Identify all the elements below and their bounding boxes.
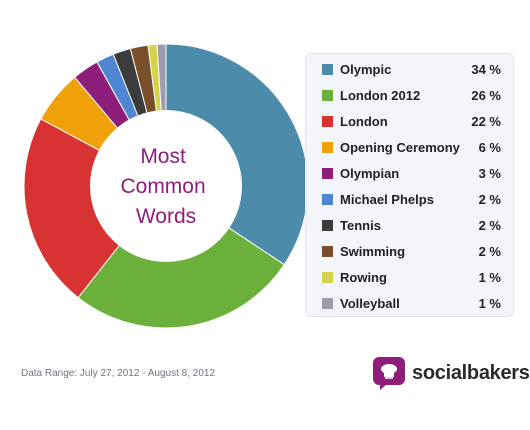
legend-item: Rowing 1 %: [322, 268, 501, 286]
legend-label: Olympian: [340, 165, 400, 181]
legend-item: Tennis 2 %: [322, 216, 501, 234]
legend-swatch: [322, 297, 333, 309]
legend-value: 34 %: [471, 61, 501, 77]
data-range-label: Data Range: July 27, 2012 - August 8, 20…: [21, 368, 216, 379]
legend-swatch: [322, 141, 333, 153]
socialbakers-logo-icon: [373, 357, 405, 390]
legend-swatch: [322, 89, 333, 101]
legend-label: Swimming: [340, 243, 406, 259]
legend-label: London 2012: [340, 87, 421, 103]
legend-item: Volleyball 1 %: [322, 294, 501, 312]
legend-value: 2 %: [478, 243, 501, 259]
legend-label: Olympic: [340, 61, 392, 77]
legend-swatch: [322, 245, 333, 257]
legend-swatch: [322, 167, 333, 179]
legend-swatch: [322, 115, 333, 127]
center-label-line: Words: [136, 205, 196, 228]
legend-value: 1 %: [478, 269, 501, 285]
legend-value: 2 %: [478, 191, 501, 207]
center-label: Most Common Words: [120, 145, 211, 228]
legend-label: Volleyball: [340, 295, 400, 311]
legend-item: London 2012 26 %: [322, 86, 501, 104]
legend-label: Rowing: [340, 269, 387, 285]
brand-name: socialbakers: [412, 361, 530, 384]
center-label-line: Most: [140, 145, 186, 168]
legend-value: 3 %: [478, 165, 501, 181]
legend-label: Tennis: [340, 217, 381, 233]
center-label-line: Common: [120, 175, 205, 198]
legend-label: Michael Phelps: [340, 191, 434, 207]
legend-swatch: [322, 219, 333, 231]
legend-item: Opening Ceremony 6 %: [322, 138, 501, 156]
legend: Olympic 34 % London 2012 26 % London 22 % Open…: [305, 53, 514, 317]
legend-value: 1 %: [478, 295, 501, 311]
legend-swatch: [322, 193, 333, 205]
legend-item: Olympic 34 %: [322, 60, 501, 78]
legend-swatch: [322, 63, 333, 75]
legend-label: Opening Ceremony: [340, 139, 460, 155]
legend-item: Michael Phelps 2 %: [322, 190, 501, 208]
brand: socialbakers: [372, 356, 530, 390]
legend-value: 6 %: [478, 139, 501, 155]
legend-value: 2 %: [478, 217, 501, 233]
legend-label: London: [340, 113, 388, 129]
legend-item: Olympian 3 %: [322, 164, 501, 182]
legend-value: 22 %: [471, 113, 501, 129]
legend-item: Swimming 2 %: [322, 242, 501, 260]
legend-swatch: [322, 271, 333, 283]
donut-hole: [90, 110, 242, 262]
legend-item: London 22 %: [322, 112, 501, 130]
legend-value: 26 %: [471, 87, 501, 103]
